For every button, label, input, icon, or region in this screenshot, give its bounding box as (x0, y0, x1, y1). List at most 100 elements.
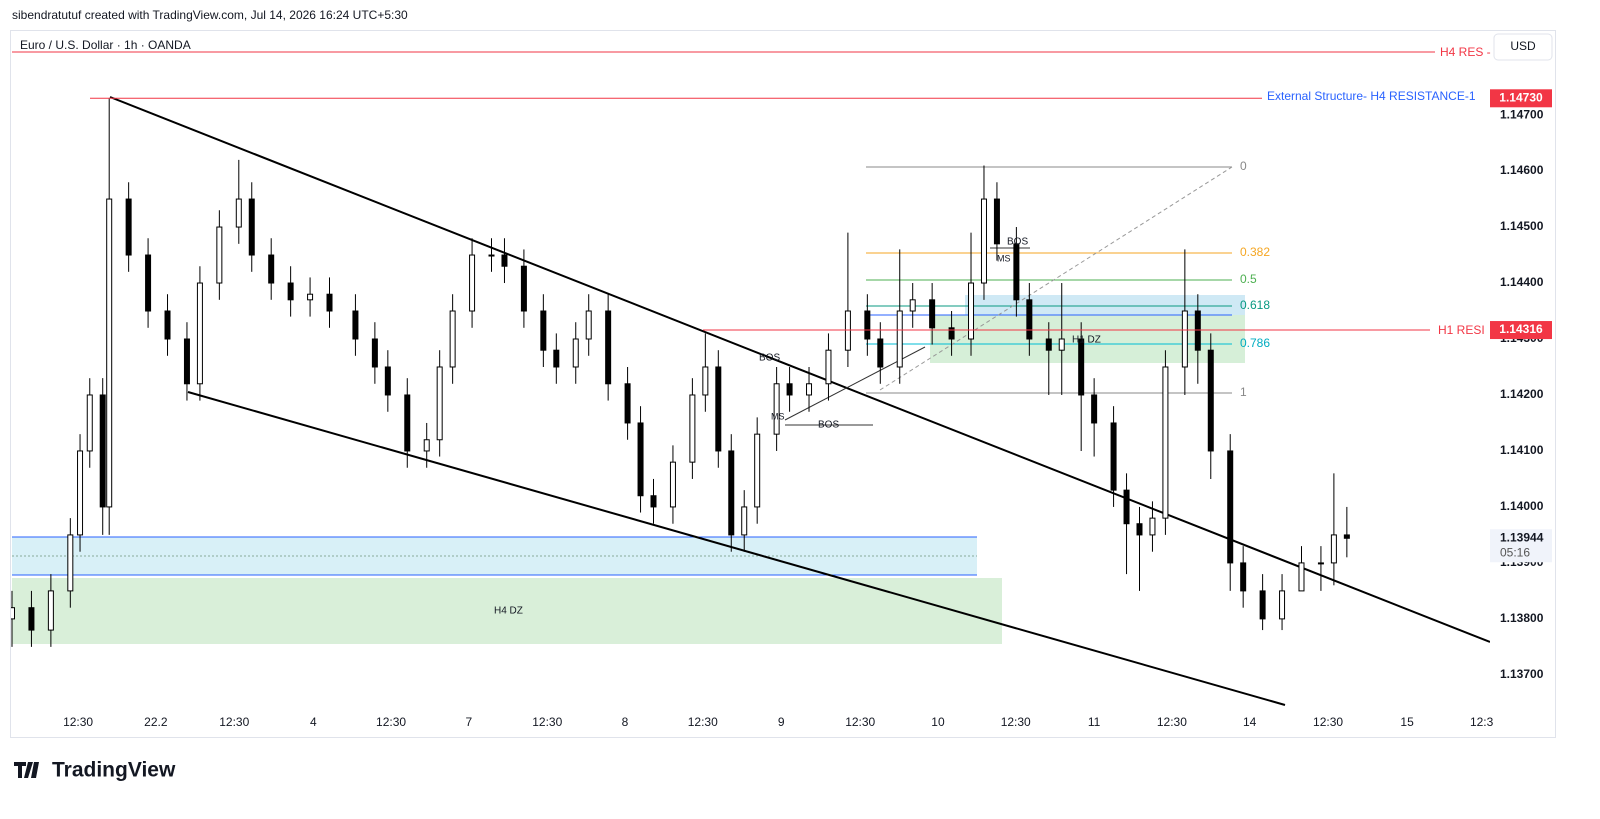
candle-body (488, 254, 495, 257)
candle-body (572, 338, 579, 368)
x-tick-label: 10 (931, 715, 945, 729)
candle-body (806, 383, 813, 396)
brand: TradingView (52, 759, 176, 782)
candle-body (1259, 590, 1266, 620)
candle-body (235, 198, 242, 228)
annotation: H4 DZ (494, 606, 523, 617)
candle-body (786, 383, 793, 396)
last-price-label: 1.13944 (1500, 530, 1544, 544)
candle-body (1279, 590, 1286, 620)
candle-body (164, 310, 171, 340)
candle-body (993, 198, 1000, 245)
annotation: MS (771, 411, 785, 421)
candle-body (1058, 338, 1065, 351)
plot (11, 51, 1490, 706)
y-tick-label: 1.14700 (1500, 107, 1544, 121)
x-tick-label: 12:30 (63, 715, 93, 729)
trendline (187, 391, 1286, 706)
x-tick-label: 15 (1400, 715, 1414, 729)
candle-body (1194, 310, 1201, 351)
candle-body (86, 394, 93, 452)
candle-body (540, 310, 547, 351)
y-tick-label: 1.13700 (1500, 667, 1544, 681)
h1-resi-label: H1 RESI (1438, 323, 1485, 337)
candle-body (669, 461, 676, 508)
x-tick-label: 22.2 (144, 715, 168, 729)
x-tick-label: 8 (622, 715, 629, 729)
candle-body (384, 366, 391, 396)
currency[interactable]: USD (1510, 39, 1536, 53)
candle-body (980, 198, 987, 284)
price-tag-label: 1.14316 (1499, 322, 1543, 336)
candle-body (352, 310, 359, 340)
candle-body (1123, 489, 1130, 525)
candle-body (183, 338, 190, 385)
logo-mark (14, 762, 39, 778)
candle-body (1181, 310, 1188, 368)
candle-body (1343, 534, 1350, 539)
candle-body (1013, 243, 1020, 301)
frame (10, 30, 1556, 738)
candle-body (436, 366, 443, 441)
h4-dz-zone (12, 578, 1002, 644)
candles (11, 97, 1430, 647)
x-tick-label: 11 (1088, 715, 1101, 729)
candle-body (501, 254, 508, 267)
candle-body (1110, 422, 1117, 491)
x-tick-label: 12:30 (688, 715, 718, 729)
candle-body (67, 534, 74, 592)
candle-body (1026, 299, 1033, 340)
currency-box[interactable] (1493, 33, 1553, 61)
candle-body (404, 394, 411, 452)
candle-body (125, 198, 132, 256)
candle-body (585, 310, 592, 340)
candle-body (715, 366, 722, 452)
candle-body (371, 338, 378, 368)
fib-label: 0.786 (1240, 336, 1270, 350)
axes: 12:30 22.2 12:30 4 12:30 7 12:30 8 12:30 9 12:30 10… (63, 89, 1552, 729)
candle-body (864, 310, 871, 340)
candle-body (637, 422, 644, 497)
candle-body (929, 299, 936, 329)
x-tick-label: 12:30 (1157, 715, 1187, 729)
candle-body (469, 254, 476, 312)
candle-body (47, 590, 54, 631)
h4-res-label: H4 RES - (1440, 45, 1491, 59)
y-tick-label: 1.14100 (1500, 443, 1544, 457)
chart-title: Euro / U.S. Dollar · 1h · OANDA (20, 38, 191, 52)
candle-body (1207, 349, 1214, 452)
candle-body (11, 607, 15, 620)
x-tick-label: 14 (1243, 715, 1257, 729)
y-tick-label: 1.14600 (1500, 163, 1544, 177)
x-tick-label: 12:3 (1470, 715, 1494, 729)
y-tick-label: 1.14000 (1500, 499, 1544, 513)
candle-body (1317, 562, 1324, 565)
candle-body (196, 282, 203, 385)
x-tick-label: 12:30 (532, 715, 562, 729)
candle-body (909, 299, 916, 312)
last-price-tag (1490, 529, 1552, 563)
price-tag (1490, 89, 1552, 108)
x-tick-label: 12:30 (219, 715, 249, 729)
candle-body (77, 450, 84, 536)
candle-body (106, 198, 113, 508)
candle-body (741, 506, 748, 536)
candle-body (1298, 562, 1305, 592)
candle-body (1091, 394, 1098, 424)
candle-body (728, 450, 735, 536)
fib-label: 0.618 (1240, 298, 1270, 312)
candle-body (754, 433, 761, 508)
fib-blue-zone (965, 295, 1245, 315)
price-tag (1490, 321, 1552, 340)
price-tag-label: 1.14730 (1499, 90, 1543, 104)
x-tick-label: 4 (310, 715, 317, 729)
candle-body (326, 293, 333, 312)
candle-body (689, 394, 696, 463)
x-tick-label: 12:30 (376, 715, 406, 729)
candle-body (145, 254, 152, 312)
annotation: MS (997, 253, 1011, 263)
resistance-label: External Structure- H4 RESISTANCE-1 (1267, 89, 1476, 103)
x-tick-label: 12:30 (1001, 715, 1031, 729)
candle-body (287, 282, 294, 301)
